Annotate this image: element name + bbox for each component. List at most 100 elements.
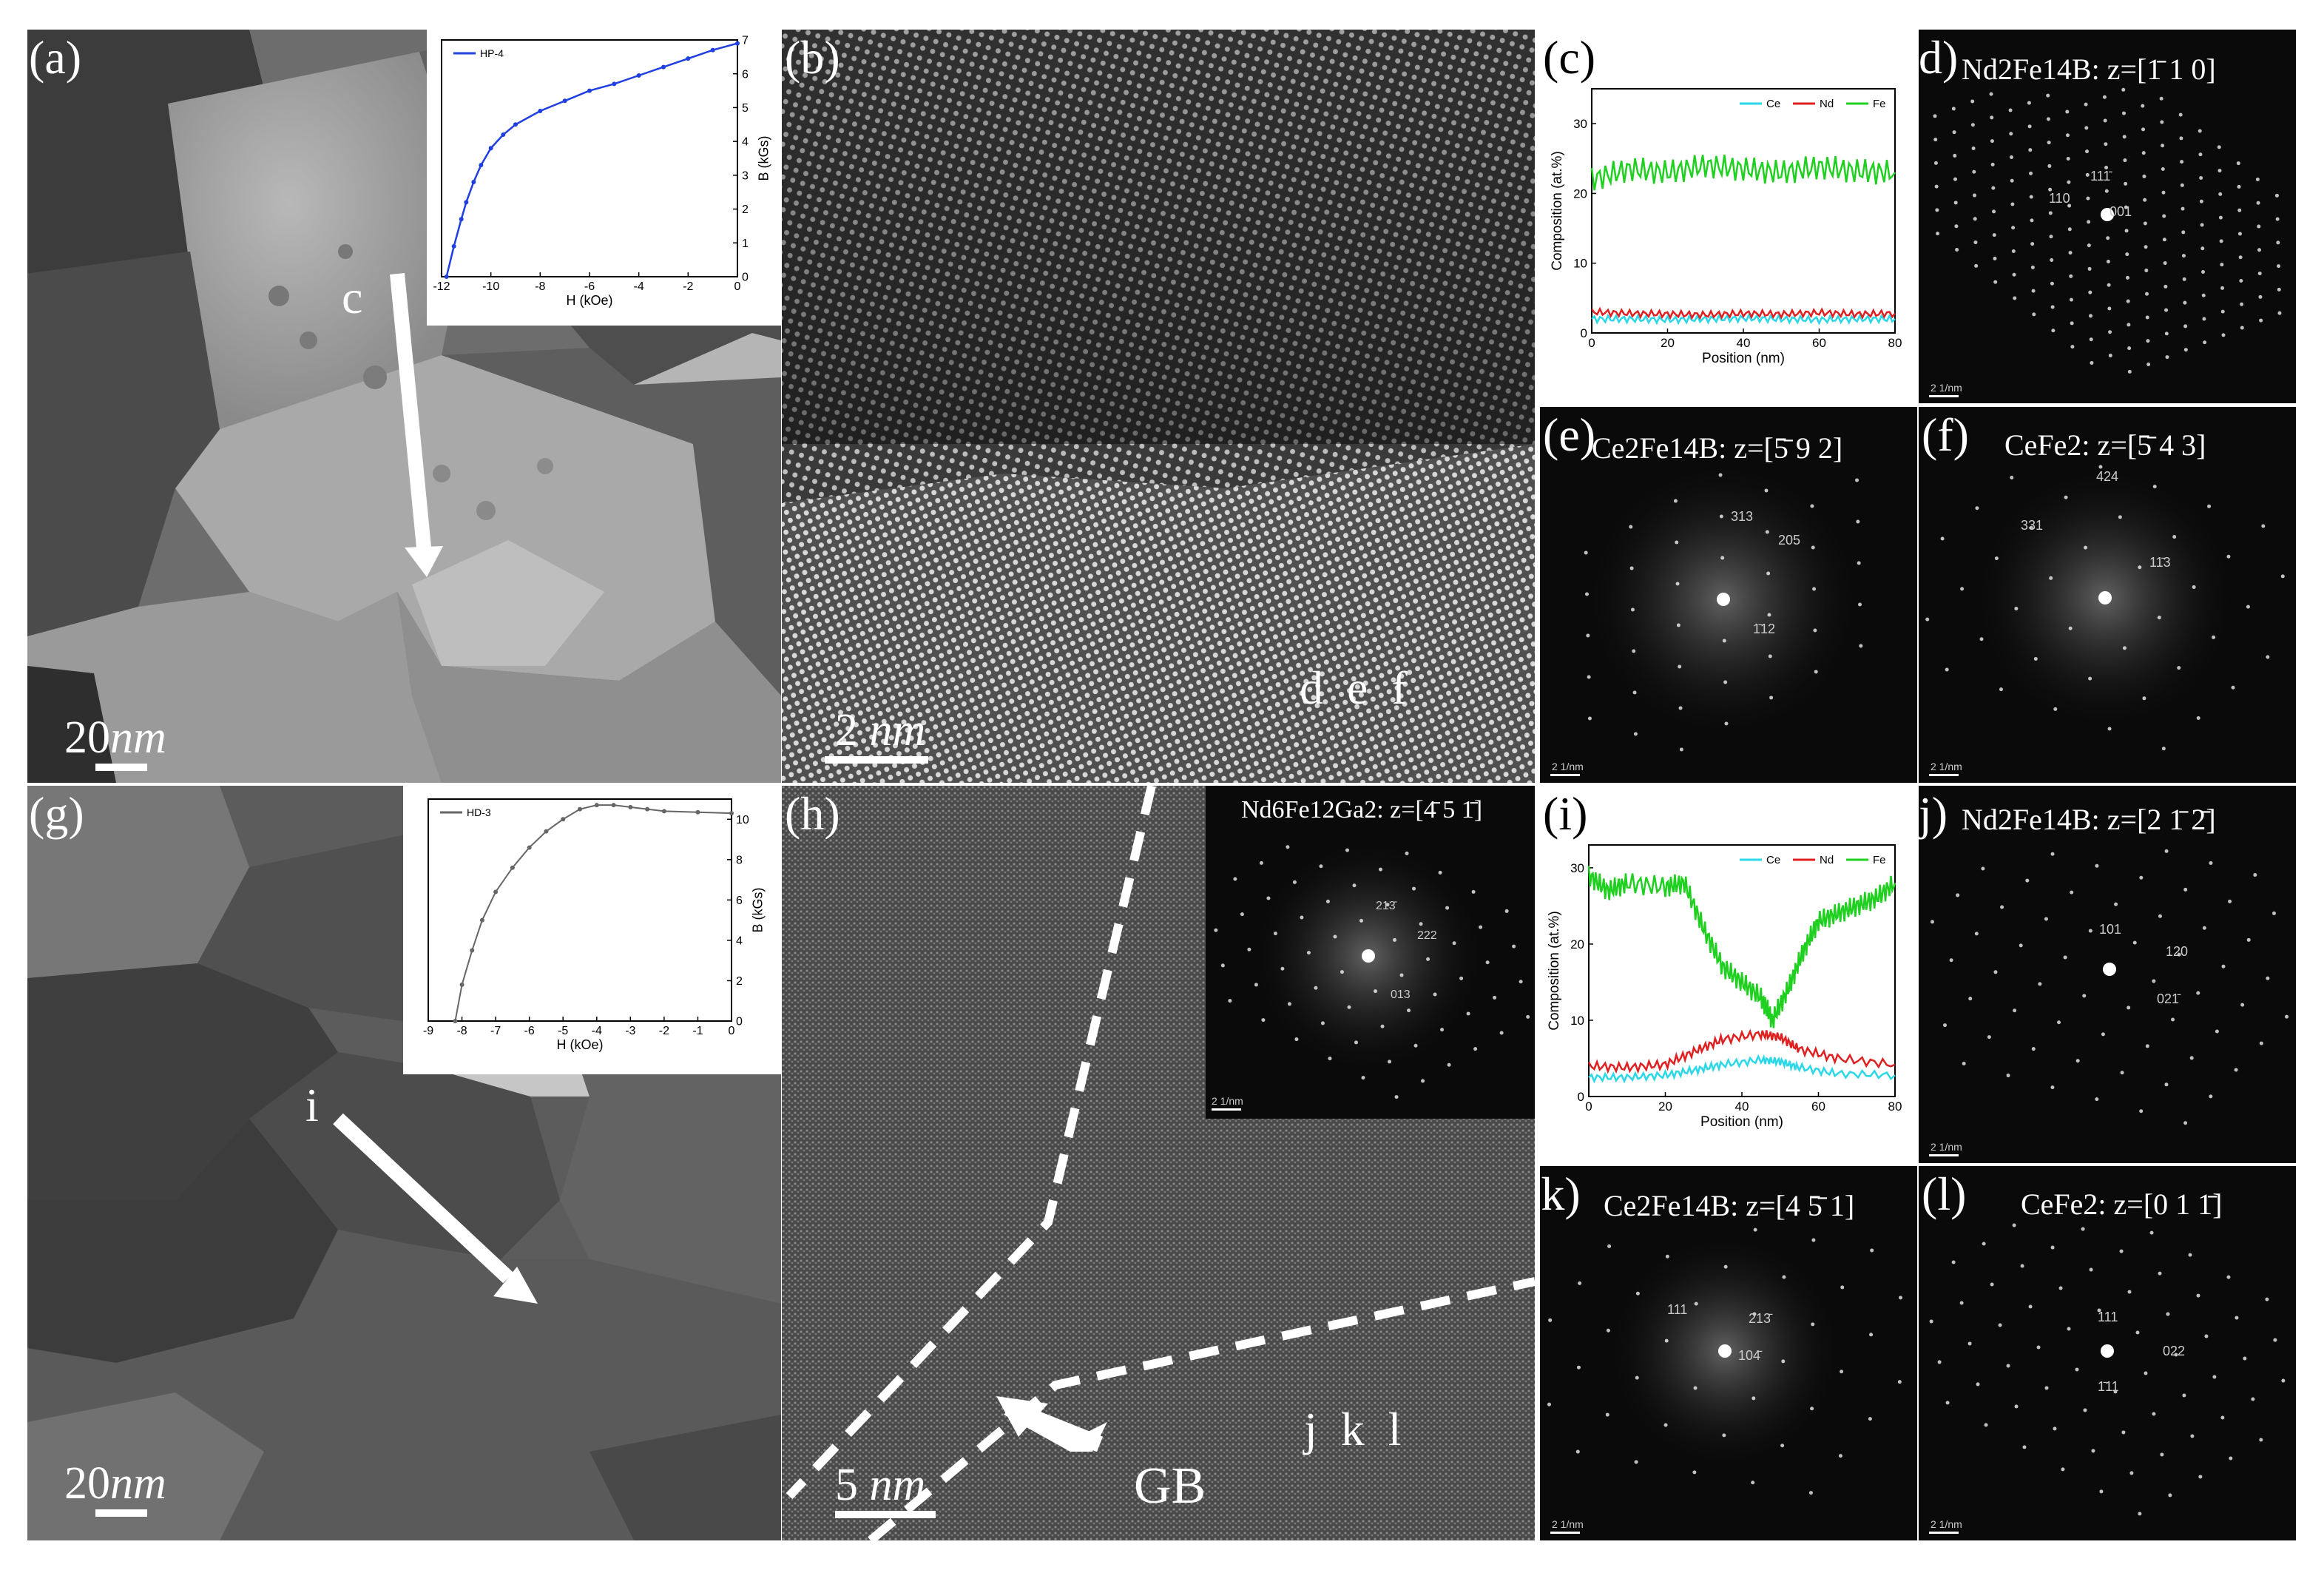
spots-e-spot [1587, 716, 1592, 721]
spots-k-spot [1663, 1423, 1668, 1427]
spots-d-spot [2240, 326, 2244, 330]
spots-d-spot [2106, 260, 2110, 264]
spots-f-spot [2172, 535, 2177, 539]
spots-h-spot [1233, 877, 1237, 881]
spots-d-spot [2199, 199, 2203, 203]
spots-j-spot [2209, 860, 2213, 865]
spots-d-spot [1935, 208, 1939, 212]
spots-h-spot [1394, 1095, 1399, 1099]
panel-i-label: (i) [1543, 787, 1588, 840]
spots-d-spot [2011, 249, 2016, 254]
spots-k-spot [1693, 1386, 1698, 1390]
inset-g-xtick-label: -4 [592, 1025, 602, 1037]
spots-h-spot [1259, 860, 1263, 865]
spots-l-spot [2273, 1338, 2277, 1342]
spots-h-spot [1471, 889, 1476, 894]
inset-g-point [544, 829, 549, 834]
spots-d-spot [2089, 337, 2093, 342]
spots-k-spot [1868, 1417, 1872, 1421]
panel-f-scale: 2 1/nm [1931, 761, 1962, 772]
inset-g-xtick-label: -7 [490, 1025, 501, 1037]
spots-j-spot [1956, 893, 1960, 897]
spots-d-spot [2125, 275, 2129, 280]
panel-d-scalebar [1929, 395, 1959, 397]
panel-b-scalebar [825, 756, 928, 764]
spots-e-spot [1584, 592, 1589, 596]
inset-g-xtick-label: -1 [692, 1025, 703, 1037]
spots-f-spot [2053, 707, 2058, 711]
inset-g-frame [428, 798, 732, 1022]
spots-h-spot [1306, 951, 1311, 955]
spots-j-spot [2253, 872, 2257, 877]
spots-d-spot [1991, 186, 1996, 190]
spots-j-spot [2025, 878, 2030, 883]
spots-d-spot [1992, 209, 1996, 214]
spots-h-spot [1374, 989, 1378, 994]
panel-a-arrow-label: c [342, 271, 363, 323]
spots-k-spot [1897, 1380, 1902, 1384]
spots-h-spot [1447, 1062, 1451, 1067]
spots-d-spot [2238, 255, 2243, 260]
spots-h-spot [1407, 1008, 1411, 1013]
spots-e-spot [1765, 530, 1769, 534]
spots-l-spot [2259, 1438, 2263, 1442]
inset-g-xtick-label: -8 [456, 1025, 467, 1037]
spots-j-spot [1930, 920, 1934, 924]
spots-e-spot [1629, 566, 1634, 570]
panel-l-spot-1: 111 [2098, 1310, 2118, 1324]
spots-d-spot [2123, 158, 2127, 163]
spots-d-spot [2142, 174, 2146, 178]
spots-h-spot [1473, 1047, 1478, 1051]
spots-d-spot [2198, 152, 2203, 157]
inset-g-series-HD-3 [454, 804, 732, 1022]
panel-l-scale: 2 1/nm [1931, 1518, 1962, 1530]
spots-e-spot [1859, 644, 1863, 648]
panel-g-arrow-label: i [305, 1079, 319, 1131]
inset-a-point [471, 180, 476, 184]
spots-e-spot [1856, 519, 1860, 524]
inset-a-ytick-label: 0 [742, 272, 749, 284]
inset-g-ytick-label: 4 [736, 935, 743, 948]
spots-d-spot [2162, 238, 2166, 242]
inset-a-point [538, 109, 543, 113]
panel-d-spot-1: 111̄ [2090, 169, 2111, 183]
spots-d-spot [2066, 157, 2070, 161]
spots-d-spot [2127, 369, 2132, 374]
spots-j-spot [2228, 899, 2232, 903]
spots-d-spot [2070, 321, 2074, 326]
spots-h-spot [1352, 883, 1357, 888]
spots-l-spot [1976, 1382, 1980, 1387]
spots-e-spot [1673, 499, 1678, 503]
spots-h-spot [1361, 1076, 1365, 1080]
spots-j-spot [2183, 1121, 2188, 1125]
spots-d-spot [2008, 108, 2013, 112]
spots-h-spot [1421, 1079, 1425, 1083]
spots-d-spot [2104, 189, 2109, 193]
spots-d-spot [2013, 296, 2017, 300]
inset-a-ylabel: B (kGs) [757, 135, 771, 181]
spots-d-spot [2200, 246, 2205, 251]
spots-l-spot [1967, 1341, 1972, 1346]
spots-d-spot [2124, 205, 2128, 209]
spots-k-spot [1752, 1396, 1756, 1401]
spots-e-spot [1811, 545, 1815, 550]
spots-d-spot [2203, 340, 2207, 345]
chart-i-xtick-label: 40 [1735, 1099, 1749, 1114]
spots-d-spot [2084, 102, 2088, 107]
spots-d-spot [2145, 315, 2149, 320]
spots-h-spot [1300, 915, 1304, 920]
spots-d-spot [2046, 93, 2050, 98]
spots-f-spot [2064, 495, 2068, 499]
spots-l-spot [2012, 1223, 2016, 1227]
spots-h-spot [1426, 957, 1430, 961]
spots-f-spot [1975, 506, 1979, 511]
spots-d-spot [2067, 203, 2072, 208]
panel-h-inset-scale: 2 1/nm [1212, 1095, 1243, 1107]
spots-d-spot [2145, 292, 2149, 296]
panel-c-label: (c) [1543, 31, 1596, 84]
spots-d-spot [2181, 206, 2185, 211]
spots-k-spot [1694, 1301, 1698, 1306]
inset-g-point [594, 803, 599, 808]
spots-e-spot [1768, 654, 1772, 658]
inset-g-point [661, 809, 666, 814]
